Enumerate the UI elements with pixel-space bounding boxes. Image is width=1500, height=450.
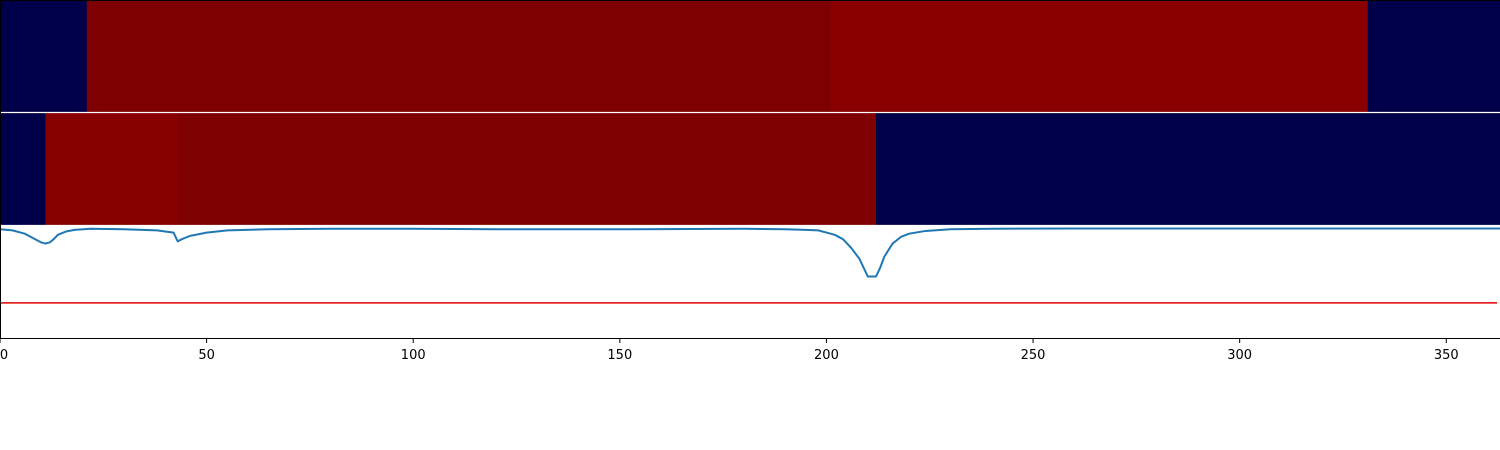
x-tick-label-50: 50 — [198, 348, 215, 363]
track-1-segment-0 — [0, 113, 46, 225]
heatmap-tracks — [0, 0, 1500, 225]
panel-frame — [0, 0, 1500, 339]
x-tick-label-100: 100 — [401, 348, 426, 363]
track-0-segment-2 — [830, 0, 1369, 112]
track-1-segment-1 — [45, 113, 179, 225]
x-tick-label-0: 0 — [0, 348, 8, 363]
x-tick-label-250: 250 — [1021, 348, 1046, 363]
track-0-segment-0 — [0, 0, 88, 112]
x-tick-label-300: 300 — [1227, 348, 1252, 363]
track-0-segment-1 — [86, 0, 832, 112]
x-tick-label-350: 350 — [1434, 348, 1459, 363]
track-1-segment-2 — [177, 113, 877, 225]
line-panel — [0, 227, 1500, 304]
series-line — [0, 227, 1500, 278]
x-axis: 0 50 100 150 200 250 300 350 — [0, 338, 1459, 363]
x-tick-label-150: 150 — [607, 348, 632, 363]
track-1-segment-3 — [876, 113, 1500, 225]
track-0-segment-3 — [1367, 0, 1500, 112]
x-tick-label-200: 200 — [814, 348, 839, 363]
